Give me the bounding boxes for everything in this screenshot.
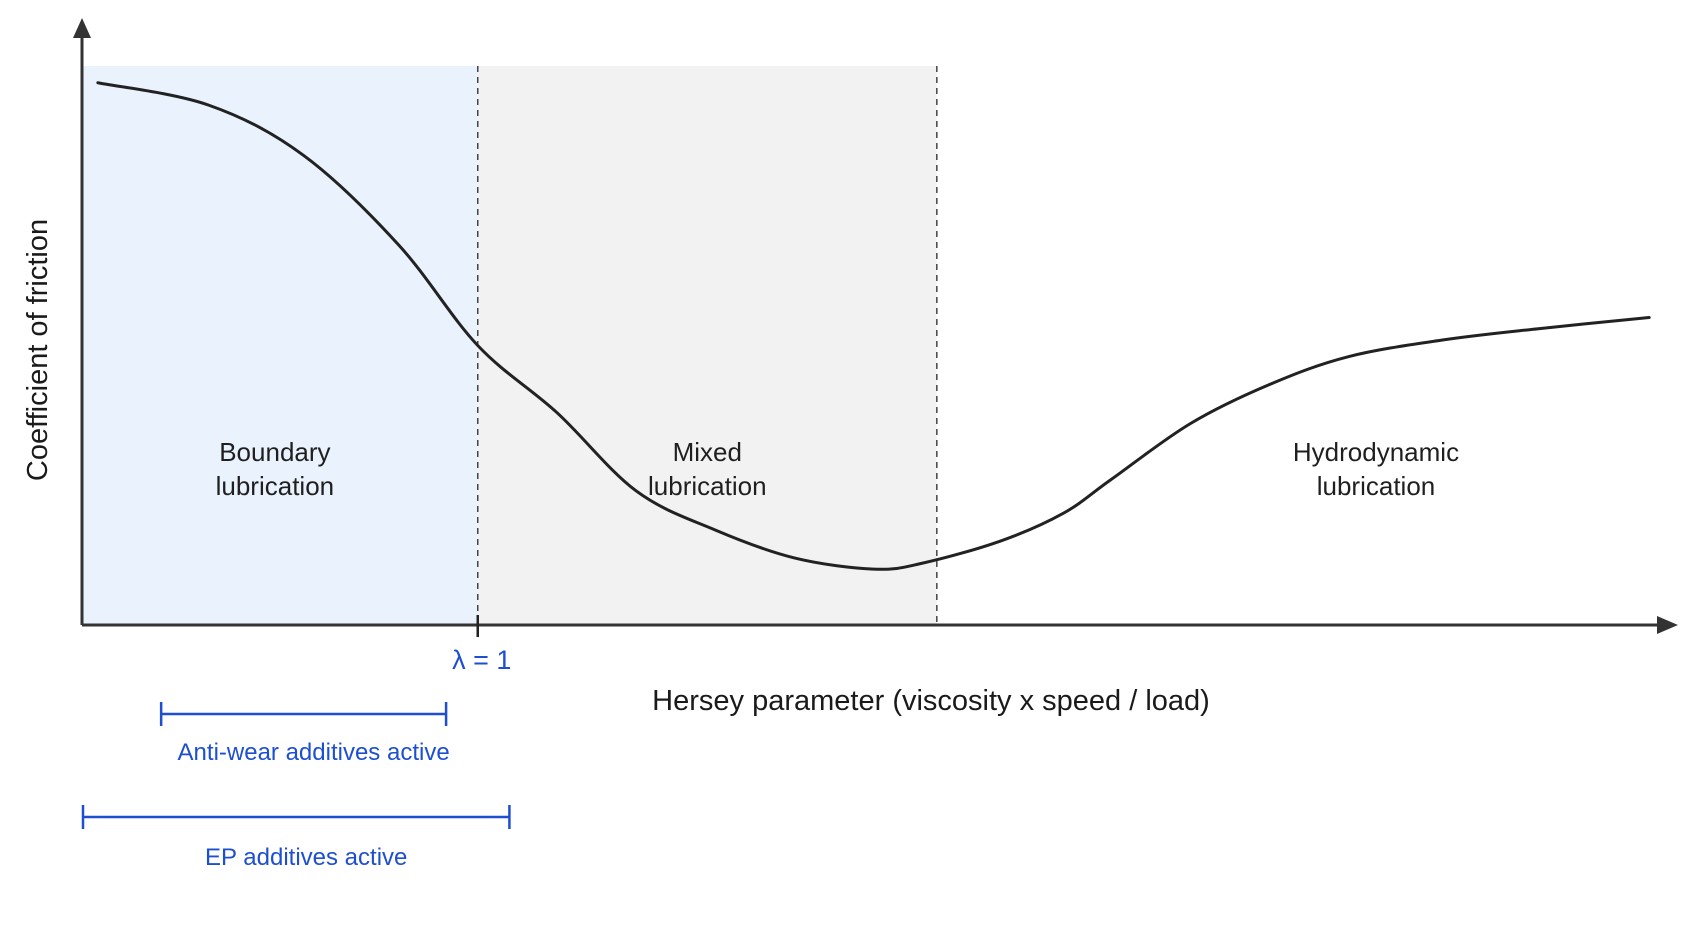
range-0-label: Anti-wear additives active bbox=[178, 739, 450, 766]
y-axis-label: Coefficient of friction bbox=[22, 219, 54, 481]
region-0-label-line-0: Boundary bbox=[219, 437, 330, 467]
region-1-background bbox=[477, 66, 937, 625]
range-1-label: EP additives active bbox=[205, 844, 407, 871]
region-2-label-line-1: lubrication bbox=[1317, 471, 1436, 501]
region-0-label-line-1: lubrication bbox=[216, 471, 335, 501]
region-1-label-line-0: Mixed bbox=[673, 437, 742, 467]
y-axis-arrow-icon bbox=[73, 18, 91, 38]
region-2-label: Hydrodynamic lubrication bbox=[1293, 437, 1459, 501]
region-2-background bbox=[936, 66, 1665, 625]
region-1-label: Mixed lubrication bbox=[648, 437, 767, 501]
friction-curve bbox=[96, 81, 1651, 571]
x-axis-arrow-icon bbox=[1657, 616, 1678, 634]
region-0-background bbox=[82, 66, 478, 625]
region-0-label: Boundary lubrication bbox=[216, 437, 335, 501]
region-1-label-line-1: lubrication bbox=[648, 471, 767, 501]
region-2-label-line-0: Hydrodynamic bbox=[1293, 437, 1459, 467]
lambda-label: λ = 1 bbox=[452, 645, 511, 675]
x-axis-label: Hersey parameter (viscosity x speed / lo… bbox=[652, 685, 1210, 717]
